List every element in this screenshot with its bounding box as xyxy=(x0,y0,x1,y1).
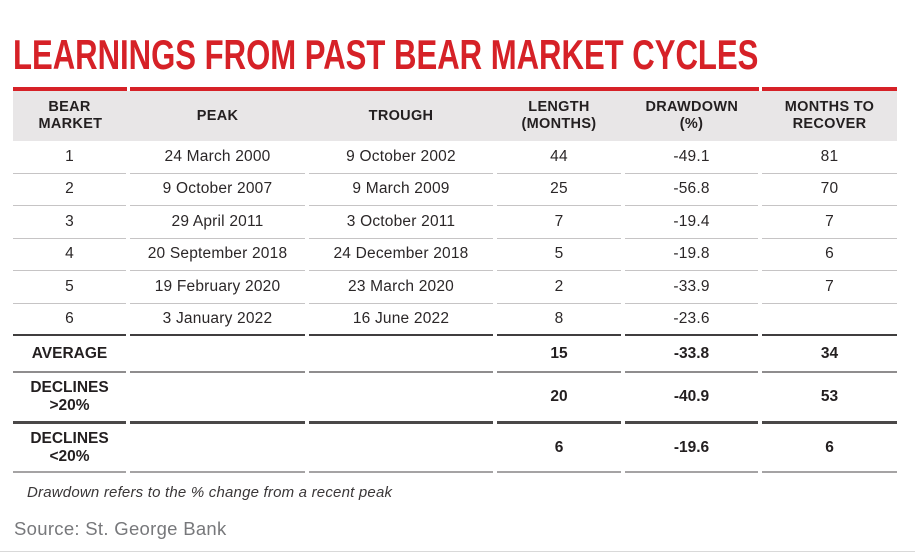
table-cell xyxy=(130,336,305,373)
table-cell: -56.8 xyxy=(625,174,758,206)
top-rule-segment xyxy=(13,87,127,91)
table-cell: 2 xyxy=(13,174,126,206)
table-cell: 9 October 2002 xyxy=(309,141,493,174)
table-cell xyxy=(130,424,305,473)
table-cell xyxy=(309,373,493,424)
table-cell: 25 xyxy=(497,174,621,206)
table-cell: 7 xyxy=(762,206,897,239)
table-cell: 7 xyxy=(497,206,621,239)
summary-row-declines-over-20: DECLINES >20% 20 -40.9 53 xyxy=(13,373,897,424)
table-cell: -40.9 xyxy=(625,373,758,424)
table-cell: 24 December 2018 xyxy=(309,239,493,271)
table-header-row: BEAR MARKET PEAK TROUGH LENGTH (MONTHS) … xyxy=(13,91,897,141)
column-header-label: MONTHS TO RECOVER xyxy=(784,99,875,132)
table-cell: -19.4 xyxy=(625,206,758,239)
table-cell: 9 March 2009 xyxy=(309,174,493,206)
column-header-recover: MONTHS TO RECOVER xyxy=(762,91,897,141)
table-cell: -33.8 xyxy=(625,336,758,373)
column-header-label: DRAWDOWN (%) xyxy=(645,99,739,132)
table-cell: 2 xyxy=(497,271,621,304)
table-row: 3 29 April 2011 3 October 2011 7 -19.4 7 xyxy=(13,206,897,239)
table-cell: -23.6 xyxy=(625,304,758,336)
summary-row-average: AVERAGE 15 -33.8 34 xyxy=(13,336,897,373)
table-cell: 6 xyxy=(762,239,897,271)
table-cell: 9 October 2007 xyxy=(130,174,305,206)
bottom-divider xyxy=(0,551,915,552)
table-cell: 3 xyxy=(13,206,126,239)
table-cell: 70 xyxy=(762,174,897,206)
table-cell: 20 September 2018 xyxy=(130,239,305,271)
table-cell: 4 xyxy=(13,239,126,271)
column-header-label: LENGTH (MONTHS) xyxy=(521,99,597,132)
top-rule-segment xyxy=(762,87,897,91)
summary-label-cell: AVERAGE xyxy=(13,336,126,373)
summary-label: DECLINES <20% xyxy=(30,429,109,465)
table-cell: 20 xyxy=(497,373,621,424)
table-cell: 29 April 2011 xyxy=(130,206,305,239)
table-cell: 5 xyxy=(13,271,126,304)
table-row: 2 9 October 2007 9 March 2009 25 -56.8 7… xyxy=(13,174,897,206)
table-row: 4 20 September 2018 24 December 2018 5 -… xyxy=(13,239,897,271)
table-cell: 44 xyxy=(497,141,621,174)
column-header-length: LENGTH (MONTHS) xyxy=(497,91,621,141)
column-header-peak: PEAK xyxy=(130,91,305,141)
table-cell: -49.1 xyxy=(625,141,758,174)
column-header-bear-market: BEAR MARKET xyxy=(13,91,126,141)
top-rule-segment xyxy=(130,87,759,91)
table-cell: 3 January 2022 xyxy=(130,304,305,336)
table-cell: 23 March 2020 xyxy=(309,271,493,304)
table-cell: 6 xyxy=(497,424,621,473)
table-cell: 15 xyxy=(497,336,621,373)
table-cell: 3 October 2011 xyxy=(309,206,493,239)
table-cell: 16 June 2022 xyxy=(309,304,493,336)
table-row: 5 19 February 2020 23 March 2020 2 -33.9… xyxy=(13,271,897,304)
table-cell: 5 xyxy=(497,239,621,271)
page-title: LEARNINGS FROM PAST BEAR MARKET CYCLES xyxy=(13,31,759,78)
table-cell: -19.6 xyxy=(625,424,758,473)
bear-market-table: BEAR MARKET PEAK TROUGH LENGTH (MONTHS) … xyxy=(13,87,897,473)
table-cell: -19.8 xyxy=(625,239,758,271)
table-cell: 24 March 2000 xyxy=(130,141,305,174)
table-cell: 8 xyxy=(497,304,621,336)
table-cell: 53 xyxy=(762,373,897,424)
table-cell xyxy=(762,304,897,336)
column-header-label: PEAK xyxy=(196,107,239,124)
column-header-drawdown: DRAWDOWN (%) xyxy=(625,91,758,141)
table-cell: 6 xyxy=(13,304,126,336)
summary-label: DECLINES >20% xyxy=(30,379,109,414)
table-cell xyxy=(309,336,493,373)
table-cell: 7 xyxy=(762,271,897,304)
table-cell: 1 xyxy=(13,141,126,174)
table-cell xyxy=(130,373,305,424)
table-top-rule xyxy=(13,87,897,91)
summary-label-cell: DECLINES <20% xyxy=(13,424,126,473)
summary-row-declines-under-20: DECLINES <20% 6 -19.6 6 xyxy=(13,424,897,473)
table-cell: -33.9 xyxy=(625,271,758,304)
table-cell: 6 xyxy=(762,424,897,473)
summary-label: AVERAGE xyxy=(31,344,108,362)
source-credit: Source: St. George Bank xyxy=(14,518,227,539)
table-cell: 81 xyxy=(762,141,897,174)
table-row: 6 3 January 2022 16 June 2022 8 -23.6 xyxy=(13,304,897,336)
table-cell xyxy=(309,424,493,473)
table-cell: 34 xyxy=(762,336,897,373)
column-header-label: BEAR MARKET xyxy=(38,99,103,132)
footnote: Drawdown refers to the % change from a r… xyxy=(27,484,393,501)
table-row: 1 24 March 2000 9 October 2002 44 -49.1 … xyxy=(13,141,897,174)
column-header-label: TROUGH xyxy=(368,107,434,124)
summary-label-cell: DECLINES >20% xyxy=(13,373,126,424)
table-cell: 19 February 2020 xyxy=(130,271,305,304)
column-header-trough: TROUGH xyxy=(309,91,493,141)
